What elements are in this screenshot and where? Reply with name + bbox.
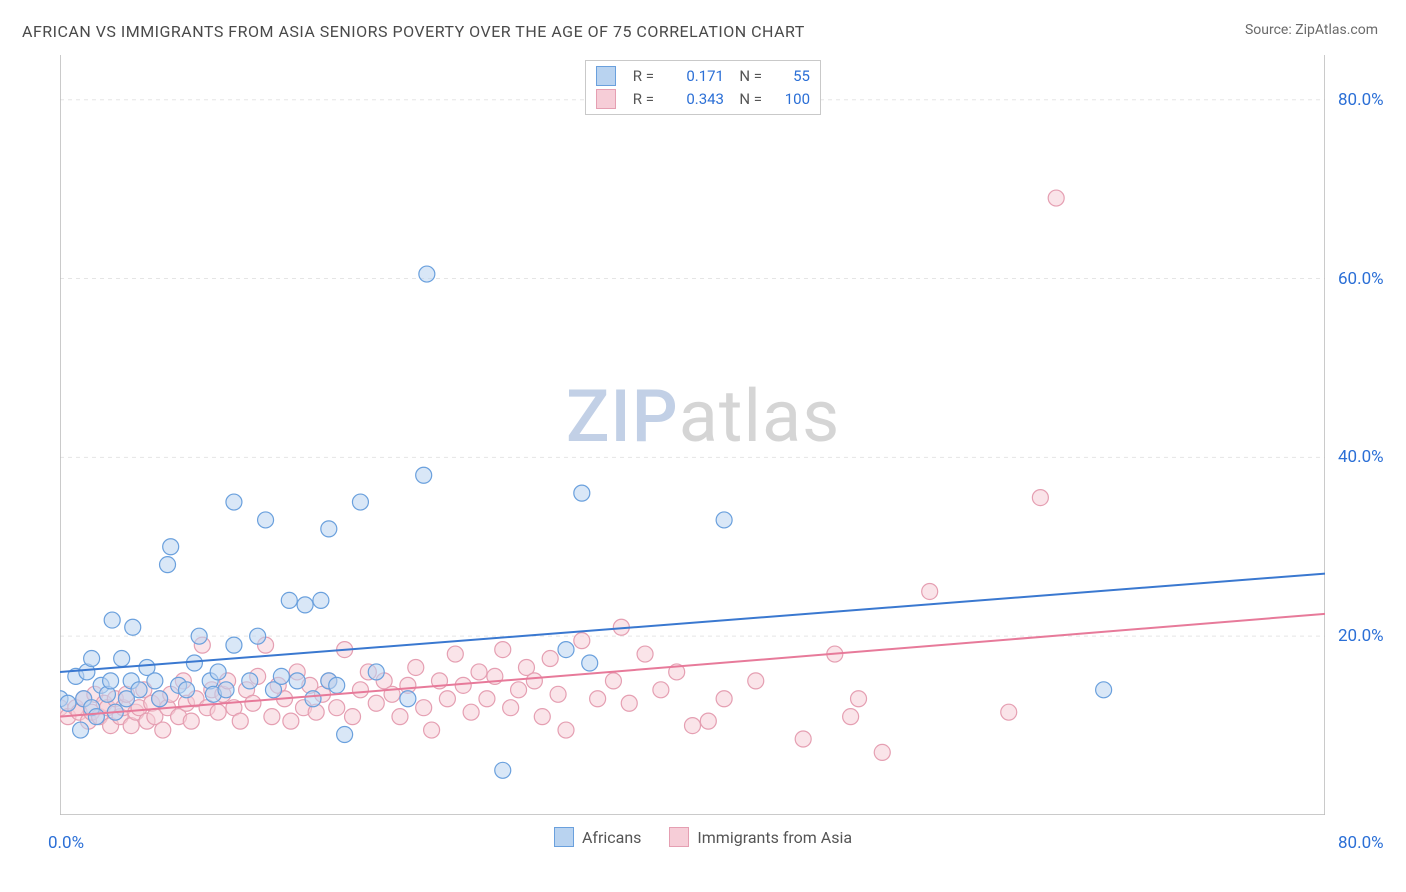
scatter-plot-svg	[60, 55, 1325, 815]
stats-row-africans: R = 0.171 N = 55	[596, 65, 810, 88]
legend-item-africans: Africans	[554, 827, 641, 847]
x-end-label: 80.0%	[1338, 833, 1384, 853]
n-label: N =	[734, 88, 762, 111]
legend-label-africans: Africans	[582, 828, 641, 847]
chart-area	[60, 55, 1325, 815]
asia-n-value: 100	[772, 88, 810, 111]
stats-row-asia: R = 0.343 N = 100	[596, 88, 810, 111]
y-tick-label: 80.0%	[1338, 90, 1384, 110]
africans-swatch-icon	[596, 66, 616, 86]
source-attribution: Source: ZipAtlas.com	[1245, 22, 1378, 38]
africans-r-value: 0.171	[664, 65, 724, 88]
y-tick-label: 60.0%	[1338, 269, 1384, 289]
y-tick-label: 20.0%	[1338, 626, 1384, 646]
y-tick-label: 40.0%	[1338, 447, 1384, 467]
africans-n-value: 55	[772, 65, 810, 88]
africans-swatch-icon	[554, 827, 574, 847]
category-legend: Africans Immigrants from Asia	[0, 827, 1406, 847]
legend-label-asia: Immigrants from Asia	[697, 828, 852, 847]
asia-swatch-icon	[669, 827, 689, 847]
legend-item-asia: Immigrants from Asia	[669, 827, 852, 847]
asia-swatch-icon	[596, 89, 616, 109]
n-label: N =	[734, 65, 762, 88]
stats-legend: R = 0.171 N = 55 R = 0.343 N = 100	[0, 60, 1406, 115]
asia-r-value: 0.343	[664, 88, 724, 111]
r-label: R =	[626, 88, 654, 111]
chart-title: AFRICAN VS IMMIGRANTS FROM ASIA SENIORS …	[22, 22, 805, 41]
x-origin-label: 0.0%	[48, 833, 84, 853]
r-label: R =	[626, 65, 654, 88]
